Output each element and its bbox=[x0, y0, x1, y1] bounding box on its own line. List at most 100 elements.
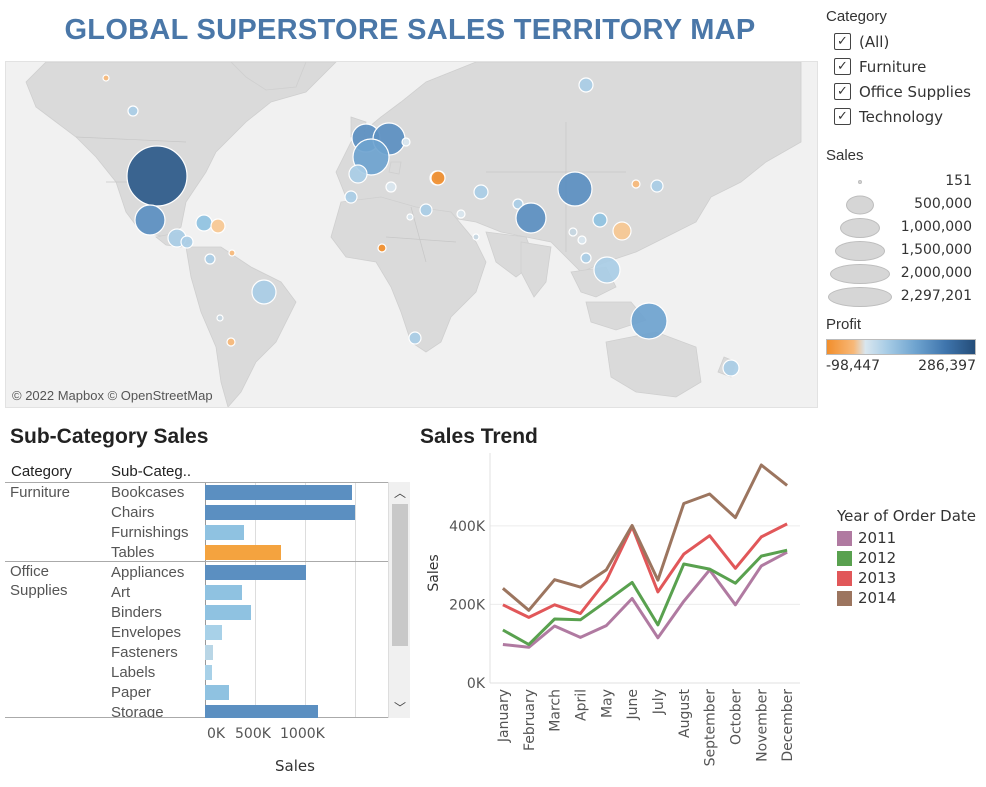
legend-item-2012[interactable]: 2012 bbox=[837, 548, 976, 568]
map-bubble[interactable] bbox=[612, 221, 632, 241]
subcategory-bar[interactable] bbox=[205, 585, 243, 600]
subcategory-bar[interactable] bbox=[205, 685, 230, 700]
subcategory-label: Furnishings bbox=[111, 524, 189, 541]
x-tick-label: October bbox=[728, 689, 744, 745]
map-bubble[interactable] bbox=[126, 145, 188, 207]
map-bubble[interactable] bbox=[580, 252, 592, 264]
column-header-category[interactable]: Category bbox=[11, 463, 72, 480]
subcategory-row[interactable]: Storage bbox=[5, 703, 388, 718]
map-bubble[interactable] bbox=[127, 105, 139, 117]
map-bubble[interactable] bbox=[195, 214, 213, 232]
map-bubble[interactable] bbox=[456, 209, 466, 219]
map-bubble[interactable] bbox=[377, 243, 387, 253]
subcategory-row[interactable]: Art bbox=[5, 583, 388, 603]
map-bubble[interactable] bbox=[472, 233, 480, 241]
subcategory-row[interactable]: Chairs bbox=[5, 503, 388, 523]
y-tick-label: 0K bbox=[467, 676, 486, 692]
legend-item-2011[interactable]: 2011 bbox=[837, 528, 976, 548]
map-bubble[interactable] bbox=[430, 170, 446, 186]
dashboard-title: GLOBAL SUPERSTORE SALES TERRITORY MAP bbox=[64, 14, 756, 46]
axis-tick-label: 1000K bbox=[280, 726, 325, 742]
subcategory-bar[interactable] bbox=[205, 605, 252, 620]
subcategory-bar[interactable] bbox=[205, 565, 307, 580]
subcategory-table-body[interactable]: Furniture Office Supplies Bookcases Chair… bbox=[5, 482, 410, 718]
filter-option-office-supplies[interactable]: ✓ Office Supplies bbox=[826, 79, 984, 104]
series-line-2013 bbox=[502, 522, 788, 619]
checkbox-checked-icon[interactable]: ✓ bbox=[834, 108, 851, 125]
map-bubble[interactable] bbox=[515, 202, 547, 234]
sales-territory-map[interactable]: © 2022 Mapbox © OpenStreetMap bbox=[5, 61, 818, 408]
map-bubble[interactable] bbox=[406, 213, 414, 221]
map-bubble[interactable] bbox=[401, 137, 411, 147]
subcategory-row[interactable]: Furnishings bbox=[5, 523, 388, 543]
sales-trend-chart[interactable]: 0K 200K 400K Sales January February March April… bbox=[418, 425, 986, 787]
subcategory-row[interactable]: Envelopes bbox=[5, 623, 388, 643]
subcategory-bar[interactable] bbox=[205, 485, 352, 500]
map-bubble[interactable] bbox=[348, 164, 368, 184]
map-bubble[interactable] bbox=[216, 314, 224, 322]
map-bubble[interactable] bbox=[102, 74, 110, 82]
map-bubble[interactable] bbox=[228, 249, 236, 257]
map-bubble[interactable] bbox=[408, 331, 422, 345]
legend-swatch bbox=[837, 570, 852, 586]
map-bubble[interactable] bbox=[226, 337, 236, 347]
subcategory-row[interactable]: Paper bbox=[5, 683, 388, 703]
map-bubble[interactable] bbox=[577, 235, 587, 245]
x-tick-label: August bbox=[677, 688, 693, 738]
map-bubble[interactable] bbox=[210, 218, 226, 234]
map-bubble[interactable] bbox=[204, 253, 216, 265]
map-bubble[interactable] bbox=[385, 181, 397, 193]
legend-item-2014[interactable]: 2014 bbox=[837, 588, 976, 608]
map-bubble[interactable] bbox=[557, 171, 593, 207]
filter-option-all[interactable]: ✓ (All) bbox=[826, 29, 984, 54]
subcategory-row[interactable]: Fasteners bbox=[5, 643, 388, 663]
subcategory-bar[interactable] bbox=[205, 625, 222, 640]
subcategory-bar[interactable] bbox=[205, 645, 214, 660]
map-bubbles bbox=[102, 74, 740, 377]
sales-axis-title: Sales bbox=[275, 757, 315, 775]
subcategory-sales-table: Category Sub-Categ.. Furniture Office Su… bbox=[5, 460, 410, 775]
table-scrollbar[interactable]: ︿ ﹀ bbox=[388, 482, 410, 718]
map-bubble[interactable] bbox=[180, 235, 194, 249]
profit-min-label: -98,447 bbox=[826, 358, 881, 374]
scroll-down-icon[interactable]: ﹀ bbox=[393, 701, 406, 715]
checkbox-checked-icon[interactable]: ✓ bbox=[834, 83, 851, 100]
map-bubble[interactable] bbox=[251, 279, 277, 305]
map-bubble[interactable] bbox=[568, 227, 578, 237]
map-bubble[interactable] bbox=[134, 204, 166, 236]
scrollbar-thumb[interactable] bbox=[392, 504, 408, 646]
subcategory-row[interactable]: Binders bbox=[5, 603, 388, 623]
subcategory-row[interactable]: Labels bbox=[5, 663, 388, 683]
scroll-up-icon[interactable]: ︿ bbox=[393, 486, 406, 500]
grid-line bbox=[255, 482, 256, 718]
subcategory-row[interactable]: Tables bbox=[5, 543, 388, 563]
subcategory-bar[interactable] bbox=[205, 525, 244, 540]
checkbox-checked-icon[interactable]: ✓ bbox=[834, 33, 851, 50]
filter-option-technology[interactable]: ✓ Technology bbox=[826, 104, 984, 129]
map-bubble[interactable] bbox=[650, 179, 664, 193]
legend-item-2013[interactable]: 2013 bbox=[837, 568, 976, 588]
map-bubble[interactable] bbox=[722, 359, 740, 377]
subcategory-bar[interactable] bbox=[205, 705, 318, 718]
subcategory-bar[interactable] bbox=[205, 505, 355, 520]
map-bubble[interactable] bbox=[578, 77, 594, 93]
size-legend-mark bbox=[846, 195, 874, 214]
map-bubble[interactable] bbox=[344, 190, 358, 204]
map-bubble[interactable] bbox=[630, 302, 668, 340]
map-bubble[interactable] bbox=[593, 256, 621, 284]
subcategory-row[interactable]: Bookcases bbox=[5, 483, 388, 503]
subcategory-bar[interactable] bbox=[205, 545, 281, 560]
map-bubble[interactable] bbox=[592, 212, 608, 228]
size-legend-row: 500,000 bbox=[826, 193, 984, 216]
map-bubble[interactable] bbox=[419, 203, 433, 217]
filter-option-furniture[interactable]: ✓ Furniture bbox=[826, 54, 984, 79]
subcategory-label: Tables bbox=[111, 544, 155, 561]
legend-label: 2013 bbox=[858, 569, 897, 587]
subcategory-row[interactable]: Appliances bbox=[5, 563, 388, 583]
checkbox-checked-icon[interactable]: ✓ bbox=[834, 58, 851, 75]
subcategory-bar[interactable] bbox=[205, 665, 213, 680]
column-header-subcategory[interactable]: Sub-Categ.. bbox=[111, 463, 192, 480]
map-bubble[interactable] bbox=[473, 184, 489, 200]
map-bubble[interactable] bbox=[631, 179, 641, 189]
category-filter: Category ✓ (All) ✓ Furniture ✓ Office Suppl… bbox=[826, 8, 984, 129]
